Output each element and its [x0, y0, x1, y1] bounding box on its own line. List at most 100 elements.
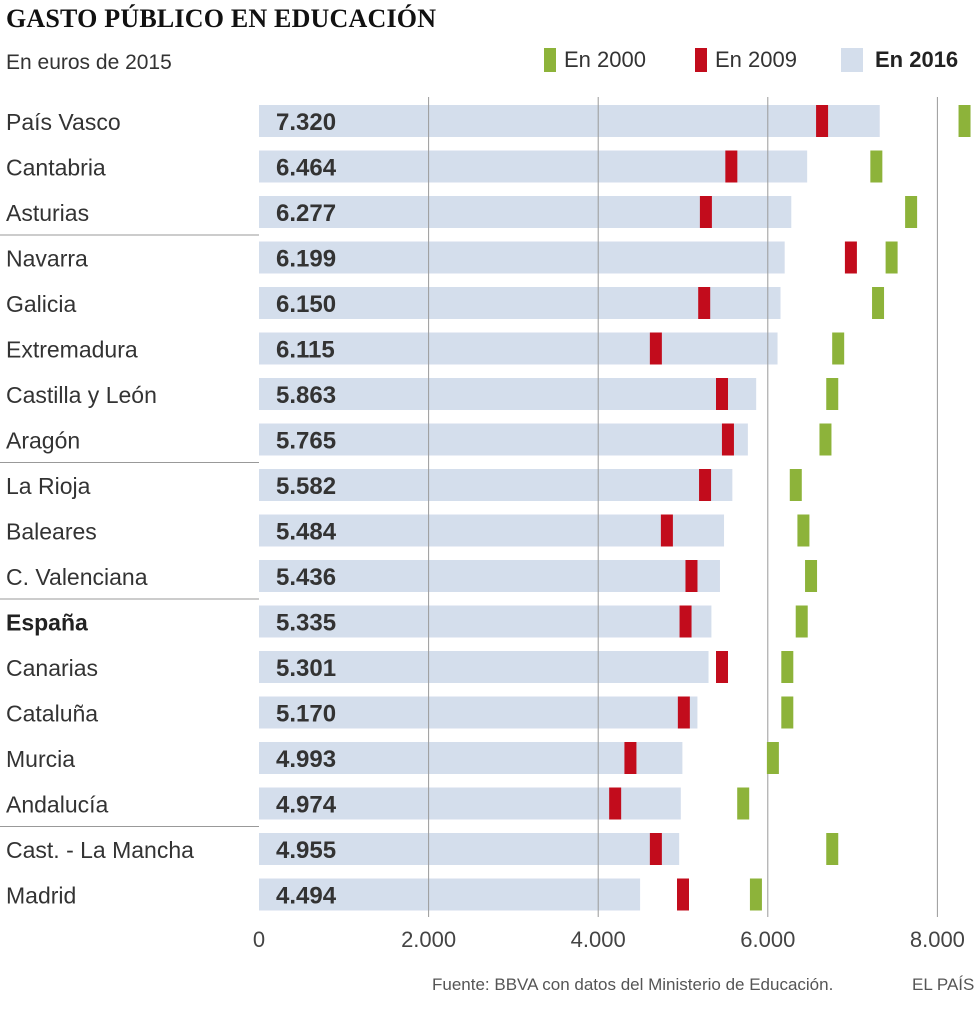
x-tick-label: 6.000: [740, 927, 795, 952]
gridlines: [428, 97, 938, 917]
marker-2000: [905, 196, 918, 228]
value-label: 6.115: [276, 337, 335, 364]
bar-2016: [259, 696, 698, 729]
marker-2000: [797, 514, 810, 547]
chart-subtitle: En euros de 2015: [6, 51, 172, 74]
bar-2016: [259, 833, 680, 865]
brand-credit: EL PAÍS: [912, 975, 975, 994]
value-label: 5.335: [276, 610, 336, 637]
marker-2009: [716, 651, 729, 683]
marker-2000: [781, 651, 794, 683]
marker-2009: [624, 742, 637, 774]
marker-2009: [716, 378, 729, 410]
legend-swatch-2000: [544, 48, 556, 72]
bar-2016: [259, 423, 748, 456]
bar-2016: [259, 560, 720, 592]
legend-label-2009: En 2009: [715, 47, 797, 72]
value-label: 5.765: [276, 428, 336, 455]
marker-2009: [677, 696, 690, 729]
marker-2000: [870, 150, 883, 183]
value-label: 4.974: [276, 792, 337, 819]
category-label: Navarra: [6, 246, 88, 272]
marker-2000: [872, 287, 885, 319]
category-label: Andalucía: [6, 792, 109, 818]
bar-2016: [259, 105, 880, 137]
category-label: Cantabria: [6, 155, 106, 181]
bar-2016: [259, 651, 709, 683]
marker-2000: [832, 332, 845, 365]
category-label: Cast. - La Mancha: [6, 837, 194, 863]
chart-title: GASTO PÚBLICO EN EDUCACIÓN: [6, 4, 437, 33]
category-label: Castilla y León: [6, 382, 157, 408]
group-separators: [0, 234, 259, 827]
bar-2016: [259, 241, 785, 274]
marker-2009: [721, 423, 734, 456]
value-label: 6.464: [276, 155, 337, 182]
category-label: Cataluña: [6, 701, 98, 727]
marker-2009: [660, 514, 673, 547]
marker-2009: [699, 469, 712, 501]
marker-2009: [725, 150, 738, 183]
bar-2016: [259, 514, 725, 547]
marker-2000: [826, 378, 839, 410]
x-axis-ticks: 0 2.000 4.000 6.000 8.000: [253, 927, 965, 952]
category-label: Aragón: [6, 428, 80, 454]
marker-2000: [766, 742, 779, 774]
value-label: 5.170: [276, 701, 336, 728]
source-note: Fuente: BBVA con datos del Ministerio de…: [432, 975, 834, 994]
legend-swatch-2016: [841, 48, 863, 72]
marker-2009: [698, 287, 711, 319]
legend-label-2016: En 2016: [875, 47, 959, 72]
x-tick-label: 2.000: [401, 927, 456, 952]
x-tick-label: 0: [253, 927, 265, 952]
bar-2016: [259, 605, 712, 638]
bar-2016: [259, 287, 781, 319]
bars-2016: [259, 105, 880, 911]
value-label: 5.863: [276, 382, 336, 409]
bar-2016: [259, 378, 757, 410]
category-label: Asturias: [6, 200, 89, 226]
value-label: 4.993: [276, 746, 336, 773]
legend-swatch-2009: [695, 48, 707, 72]
marker-2009: [844, 241, 857, 274]
marker-2000: [781, 696, 794, 729]
value-label: 7.320: [276, 109, 336, 136]
marker-2000: [819, 423, 832, 456]
legend-label-2000: En 2000: [564, 47, 646, 72]
value-label: 4.494: [276, 883, 337, 910]
category-label: Extremadura: [6, 337, 138, 363]
value-label: 5.582: [276, 473, 336, 500]
value-label: 6.199: [276, 246, 336, 273]
category-labels: País Vasco Cantabria Asturias Navarra Galici…: [6, 109, 194, 909]
legend: En 2000 En 2009 En 2016: [0, 46, 980, 76]
markers-2000: [737, 105, 971, 911]
marker-2009: [609, 787, 622, 820]
bar-2016: [259, 150, 808, 183]
marker-2000: [789, 469, 802, 501]
value-label: 6.277: [276, 200, 336, 227]
marker-2009: [685, 560, 698, 592]
marker-2000: [737, 787, 750, 820]
marker-2000: [885, 241, 898, 274]
bar-2016: [259, 332, 778, 365]
category-label: País Vasco: [6, 109, 121, 135]
marker-2000: [805, 560, 818, 592]
value-label: 5.436: [276, 564, 336, 591]
category-label: Madrid: [6, 883, 76, 909]
bar-2016: [259, 878, 641, 911]
marker-2009: [679, 605, 692, 638]
value-label: 4.955: [276, 837, 336, 864]
x-tick-label: 8.000: [910, 927, 965, 952]
bar-2016: [259, 742, 683, 774]
value-label: 5.484: [276, 519, 337, 546]
value-labels: 7.320 6.464 6.277 6.199 6.150 6.115 5.863 5.765…: [276, 109, 337, 910]
value-label: 5.301: [276, 655, 336, 682]
bar-2016: [259, 469, 733, 501]
category-label: Baleares: [6, 519, 97, 545]
category-label: La Rioja: [6, 473, 91, 499]
marker-2009: [649, 833, 662, 865]
category-label: Murcia: [6, 746, 75, 772]
value-label: 6.150: [276, 291, 336, 318]
marker-2000: [958, 105, 971, 137]
